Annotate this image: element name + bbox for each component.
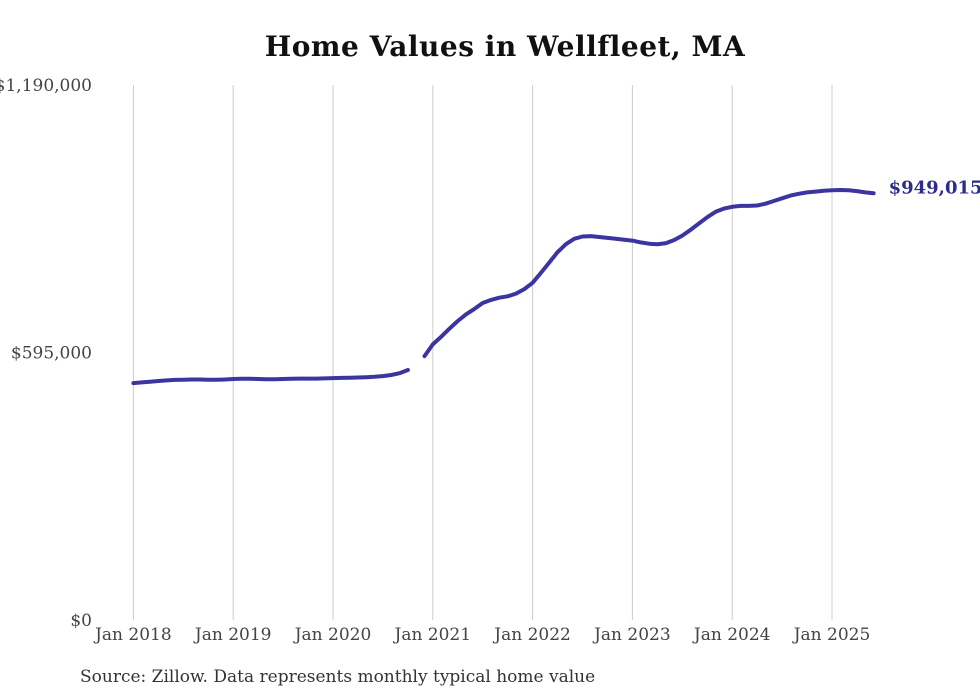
- x-tick-label: Jan 2021: [393, 625, 472, 645]
- y-tick-label: $0: [70, 611, 92, 631]
- x-tick-label: Jan 2022: [492, 625, 571, 645]
- x-tick-label: Jan 2024: [692, 625, 771, 645]
- y-tick-label: $595,000: [11, 344, 92, 364]
- chart-title: Home Values in Wellfleet, MA: [264, 30, 746, 63]
- value-line: [131, 188, 876, 386]
- x-tick-label: Jan 2019: [193, 625, 272, 645]
- line-end-value-label: $949,015: [889, 177, 980, 198]
- x-tick-label: Jan 2020: [293, 625, 372, 645]
- x-tick-label: Jan 2023: [592, 625, 671, 645]
- source-note: Source: Zillow. Data represents monthly …: [80, 667, 596, 687]
- x-tick-label: Jan 2025: [792, 625, 871, 645]
- y-tick-label: $1,190,000: [0, 76, 92, 96]
- x-tick-label: Jan 2018: [93, 625, 172, 645]
